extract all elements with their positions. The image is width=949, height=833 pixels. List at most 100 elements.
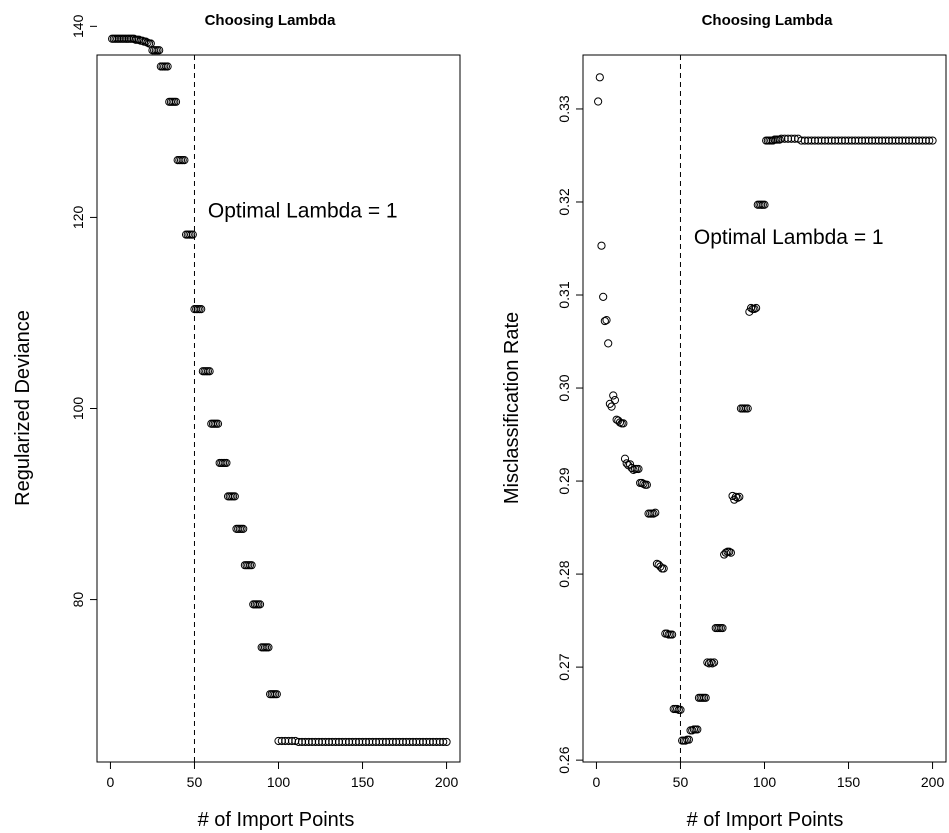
deviance-point (171, 97, 181, 106)
misclassification-y-tick-label: 0.33 (556, 95, 572, 122)
misclassification-point (688, 726, 697, 735)
deviance-x-tick-label: 50 (187, 774, 203, 790)
misclassification-point (642, 480, 651, 489)
misclassification-point (684, 735, 693, 744)
deviance-x-tick-label: 150 (351, 774, 375, 790)
deviance-point (205, 367, 214, 376)
misclassification-point (681, 736, 690, 745)
misclassification-point (708, 659, 717, 668)
deviance-point (230, 492, 239, 501)
deviance-panel: Choosing Lambda 0 50 100 150 200 80 100 120 140… (12, 12, 461, 831)
misclassification-y-tick-label: 0.32 (556, 188, 572, 215)
misclassification-point (602, 316, 611, 325)
deviance-y-tick-label: 80 (70, 592, 86, 608)
deviance-y-ticks: 80 100 120 140 (70, 14, 97, 607)
misclassification-point (594, 97, 603, 106)
misclassification-y-tick-label: 0.26 (556, 746, 572, 773)
misclassification-point (760, 200, 769, 209)
deviance-point (255, 600, 265, 609)
misclassification-y-tick-label: 0.30 (556, 374, 572, 401)
misclassification-point (599, 292, 608, 301)
misclassification-point (673, 704, 682, 714)
deviance-y-tick-label: 120 (70, 206, 86, 230)
deviance-point (155, 46, 164, 55)
misclassification-point (615, 418, 625, 427)
deviance-point (138, 36, 147, 45)
misclassification-point (733, 493, 742, 502)
misclassification-point (676, 705, 685, 715)
deviance-point (442, 737, 451, 747)
misclassification-point (634, 464, 643, 474)
misclassification-x-axis-label: # of Import Points (687, 809, 844, 831)
misclassification-x-tick-label: 100 (753, 774, 777, 790)
deviance-point (143, 38, 152, 47)
misclassification-point (639, 479, 648, 488)
misclassification-point (604, 339, 613, 348)
misclassification-chart-title: Choosing Lambda (702, 12, 833, 29)
deviance-point (239, 524, 248, 533)
misclassification-point (600, 316, 609, 326)
misclassification-plot-frame (582, 54, 947, 763)
misclassification-y-tick-label: 0.27 (556, 653, 572, 680)
deviance-plot-frame (96, 54, 461, 763)
misclassification-point (726, 548, 735, 557)
misclassification-point (595, 73, 604, 82)
misclassification-point (667, 630, 677, 639)
misclassification-point (925, 136, 934, 145)
misclassification-point (701, 693, 710, 702)
deviance-x-tick-label: 100 (267, 774, 291, 790)
misclassification-optimal-lambda-label: Optimal Lambda = 1 (694, 226, 884, 249)
misclassification-y-tick-label: 0.28 (556, 560, 572, 587)
misclassification-point (597, 241, 606, 250)
deviance-point (264, 643, 273, 652)
misclassification-point (725, 547, 734, 556)
misclassification-y-axis-label: Misclassification Rate (501, 312, 523, 504)
deviance-point (188, 230, 197, 239)
misclassification-point (629, 465, 638, 474)
deviance-optimal-lambda-label: Optimal Lambda = 1 (208, 199, 398, 222)
misclassification-point (609, 391, 618, 400)
deviance-x-tick-label: 0 (107, 774, 115, 790)
misclassification-point (610, 396, 620, 405)
misclassification-panel: Choosing Lambda 0 50 100 150 200 0.260.270.2… (501, 12, 947, 831)
misclassification-point (775, 135, 784, 144)
misclassification-y-tick-label: 0.31 (556, 281, 572, 308)
deviance-point (213, 419, 223, 428)
misclassification-point (751, 303, 761, 313)
deviance-y-axis-label: Regularized Deviance (12, 310, 34, 506)
deviance-x-axis-label: # of Import Points (198, 809, 355, 831)
misclassification-x-ticks: 0 50 100 150 200 (593, 762, 945, 790)
misclassification-x-tick-label: 0 (593, 774, 601, 790)
misclassification-point (607, 402, 616, 411)
deviance-point (163, 62, 172, 71)
deviance-y-tick-label: 100 (70, 397, 86, 421)
misclassification-point (662, 629, 672, 638)
deviance-x-tick-label: 200 (435, 774, 459, 790)
misclassification-point (620, 454, 630, 463)
deviance-point (272, 690, 281, 699)
deviance-y-tick-label: 140 (70, 14, 86, 38)
deviance-point (222, 458, 231, 468)
misclassification-point (746, 303, 756, 313)
misclassification-point (619, 419, 628, 428)
misclassification-point (704, 659, 714, 668)
misclassification-point (693, 725, 702, 734)
misclassification-y-ticks: 0.26 0.27 0.28 0.29 0.30 0.31 0.32 0.33 (556, 95, 583, 774)
misclassification-point (928, 136, 937, 145)
misclassification-y-tick-label: 0.29 (556, 467, 572, 494)
deviance-chart-title: Choosing Lambda (205, 12, 336, 29)
deviance-points (108, 34, 451, 747)
misclassification-point (718, 623, 727, 633)
misclassification-point (622, 459, 631, 468)
misclassification-point (659, 564, 668, 573)
deviance-point (247, 561, 256, 570)
misclassification-point (743, 404, 752, 413)
deviance-point (439, 737, 448, 747)
misclassification-x-tick-label: 50 (673, 774, 689, 790)
misclassification-x-tick-label: 200 (921, 774, 945, 790)
misclassification-points (594, 73, 937, 745)
misclassification-point (731, 492, 741, 501)
misclassification-point (649, 509, 658, 518)
misclassification-point (709, 658, 719, 667)
